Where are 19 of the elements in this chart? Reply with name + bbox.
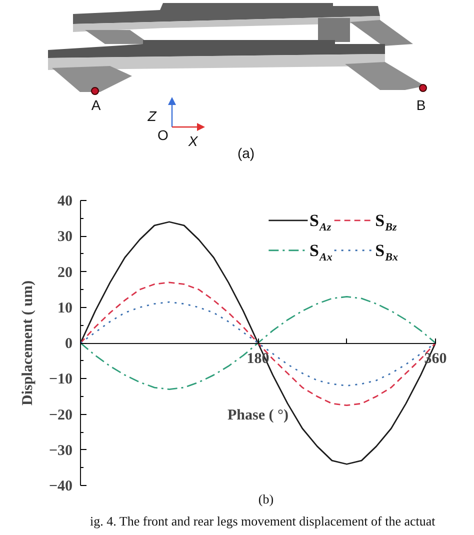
y-tick-label: 40 [58,194,72,210]
y-tick-label: 30 [58,229,72,246]
text: (b) [258,492,274,506]
y-tick-label: −10 [48,372,73,388]
text: Z [146,108,157,124]
text: (a) [237,145,255,161]
text: X [187,133,198,149]
x-axis-title: Phase ( °) [228,408,289,424]
text: O [158,127,169,143]
text: ig. 4. The front and rear legs movement displacement of the actuat [90,514,436,528]
y-tick-label: 20 [58,264,72,281]
y-tick-label: −30 [48,442,73,459]
y-tick-label: 10 [58,300,72,316]
y-tick-label: −40 [48,478,73,494]
text: A [91,97,102,113]
y-tick-label: −20 [48,407,73,424]
text: B [416,97,426,113]
y-axis-title: Displacement ( um) [20,280,36,406]
y-tick-label: 0 [65,336,72,352]
